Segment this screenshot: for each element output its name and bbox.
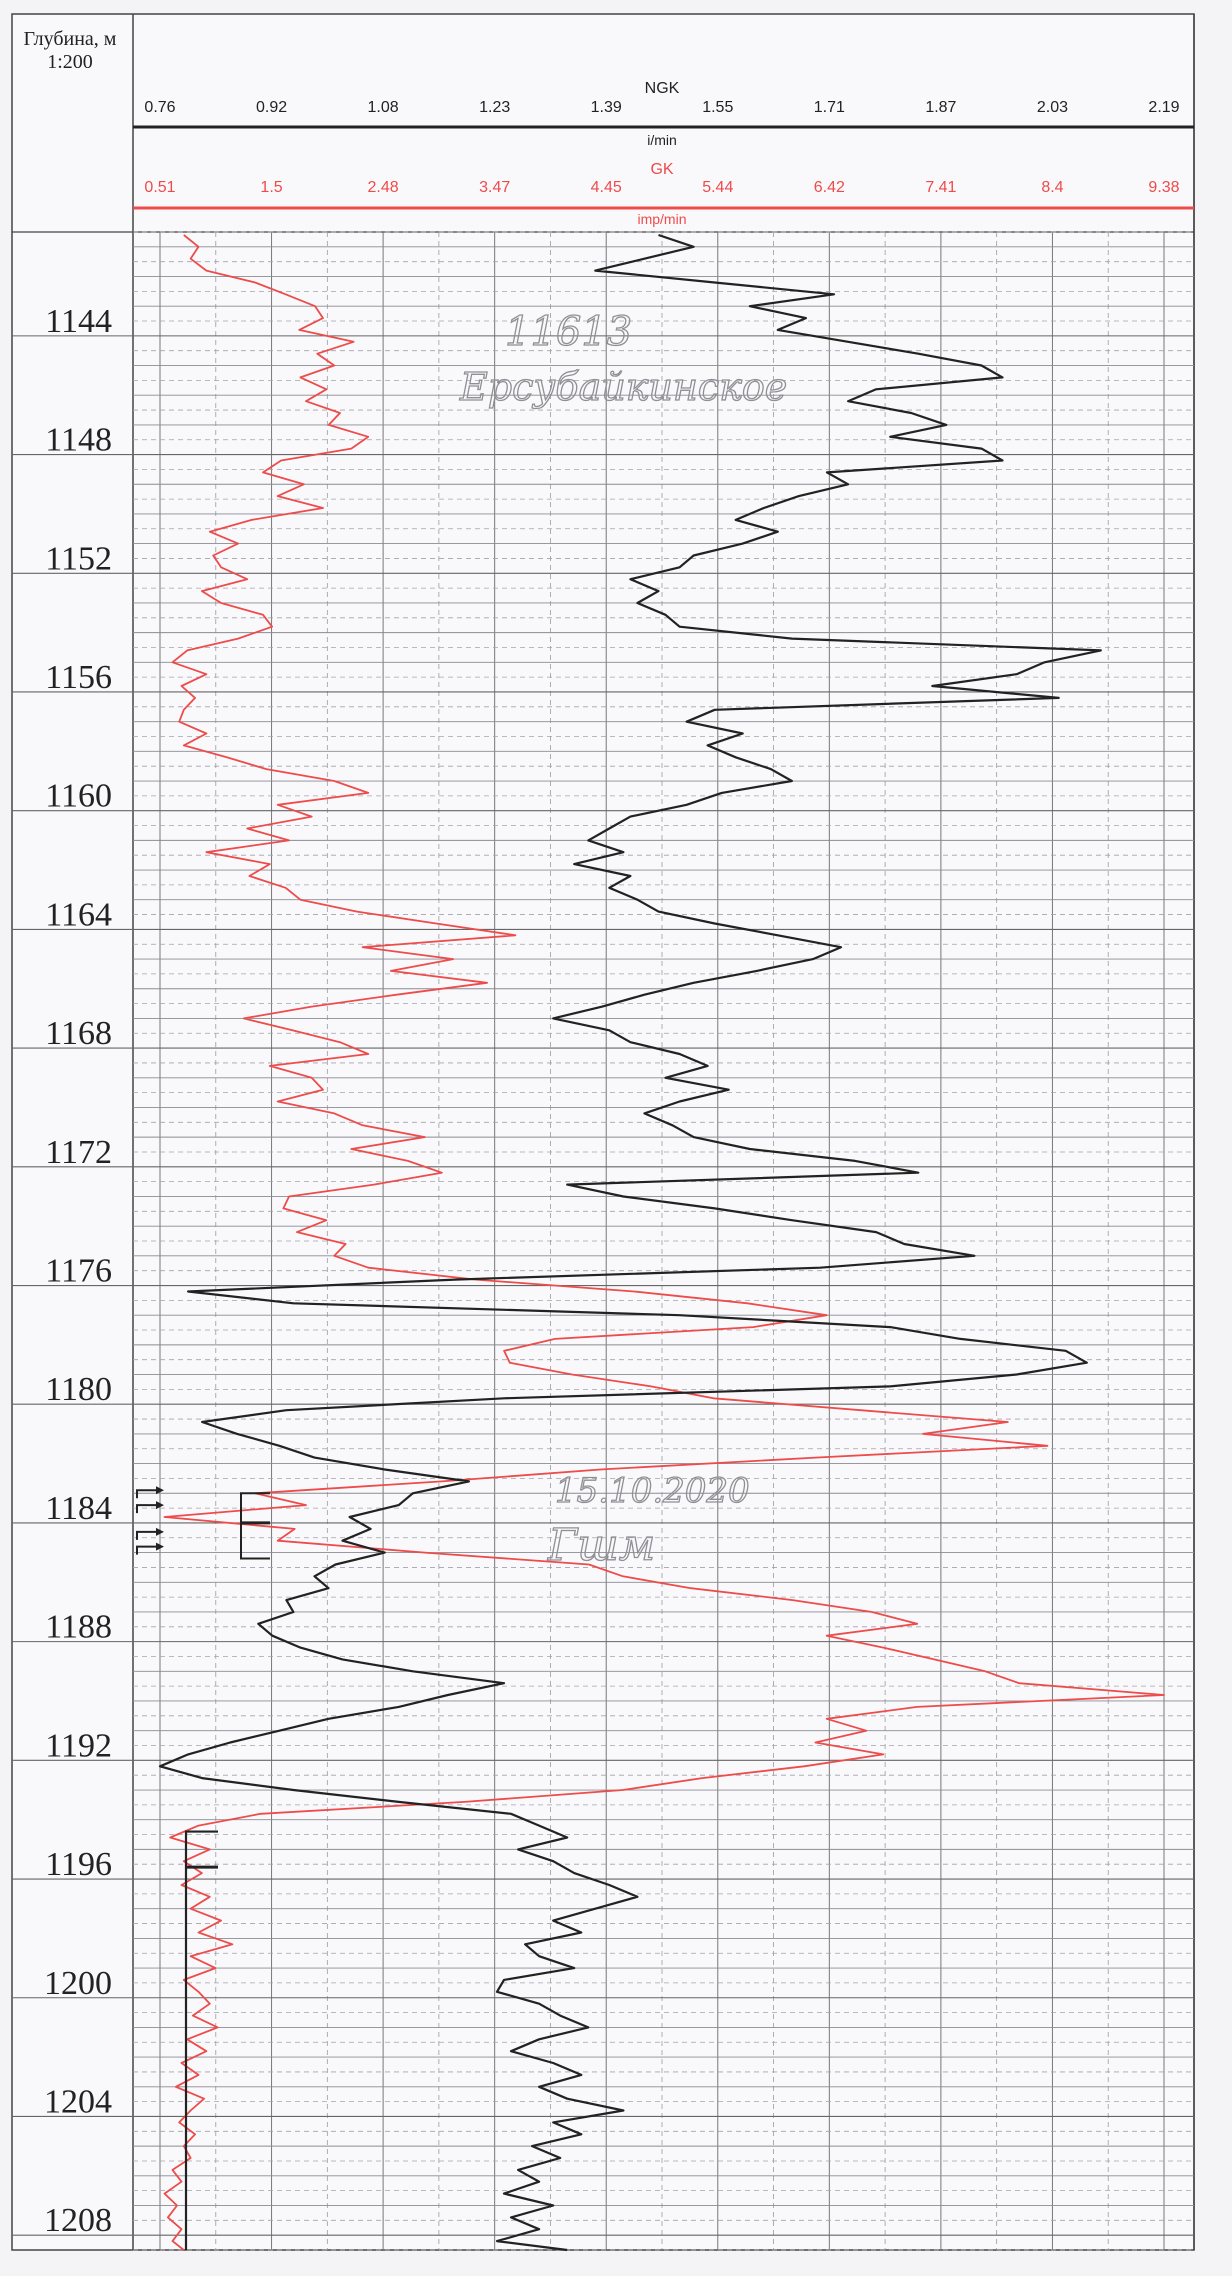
date-annotation: 15.10.2020 — [555, 1471, 750, 1511]
arrow-head — [156, 1486, 164, 1495]
perforation-arrow — [136, 1504, 160, 1514]
depth-label: 1160 — [45, 778, 112, 815]
ngk-track-name: NGK — [645, 80, 680, 97]
gk-tick-label: 6.42 — [814, 179, 845, 196]
gk-tick-label: 2.48 — [368, 179, 399, 196]
gk-curve — [163, 234, 1165, 2251]
depth-label: 1148 — [45, 422, 112, 459]
gk-tick-label: 9.38 — [1148, 179, 1179, 196]
interval-markers — [136, 1486, 270, 2250]
depth-label: 1156 — [45, 659, 112, 696]
ngk-tick-label: 1.39 — [591, 99, 622, 116]
gk-tick-label: 5.44 — [702, 179, 733, 196]
arrow-head — [156, 1542, 164, 1551]
ngk-tick-label: 1.87 — [925, 99, 956, 116]
field-name-annotation: Ерсубайкинское — [459, 365, 787, 409]
ngk-unit: i/min — [647, 132, 677, 148]
ngk-tick-label: 1.08 — [368, 99, 399, 116]
ngk-tick-label: 1.23 — [479, 99, 510, 116]
gk-tick-label: 8.4 — [1041, 179, 1063, 196]
perforation-arrow — [136, 1489, 160, 1499]
arrow-head — [156, 1501, 164, 1510]
casing-line — [184, 1830, 218, 2250]
depth-label: 1164 — [45, 896, 112, 933]
depth-label: 1180 — [45, 1371, 112, 1408]
depth-label: 1144 — [45, 303, 112, 340]
arrow-head — [156, 1527, 164, 1536]
depth-label: 1168 — [45, 1015, 112, 1052]
depth-label: 1200 — [44, 1965, 112, 2002]
ngk-tick-label: 1.55 — [702, 99, 733, 116]
depth-column-title: Глубина, м — [24, 28, 117, 50]
log-curves — [158, 233, 1165, 2252]
gk-tick-label: 4.45 — [591, 179, 622, 196]
depth-labels: 1144 1148 1152 1156 1160 1164 1168 1172 1176 1180… — [44, 303, 112, 2239]
depth-label: 1204 — [44, 2083, 112, 2120]
depth-scale: 1:200 — [47, 51, 93, 73]
depth-label: 1172 — [45, 1134, 112, 1171]
perforation-arrow — [136, 1545, 160, 1555]
gk-unit: imp/min — [637, 211, 686, 227]
gk-tick-label: 7.41 — [925, 179, 956, 196]
depth-label: 1176 — [45, 1253, 112, 1290]
ngk-tick-label: 2.03 — [1037, 99, 1068, 116]
perforation-arrow — [136, 1530, 160, 1540]
gk-tick-label: 3.47 — [479, 179, 510, 196]
log-grid — [12, 231, 1194, 2251]
gk-tick-labels: 0.51 1.5 2.48 3.47 4.45 5.44 6.42 7.41 8.4 9.38 — [144, 179, 1179, 196]
ngk-tick-labels: 0.76 0.92 1.08 1.23 1.39 1.55 1.71 1.87 2.03 2.19 — [144, 99, 1179, 116]
depth-label: 1184 — [45, 1490, 112, 1527]
perforation-bracket — [240, 1492, 270, 1560]
depth-label: 1196 — [45, 1846, 112, 1883]
ngk-curve — [158, 233, 1102, 2252]
ngk-tick-label: 0.92 — [256, 99, 287, 116]
gk-track-name: GK — [650, 161, 673, 178]
depth-label: 1208 — [44, 2202, 112, 2239]
depth-label: 1188 — [45, 1609, 112, 1646]
ngk-tick-label: 2.19 — [1148, 99, 1179, 116]
well-number-annotation: 11613 — [505, 309, 632, 355]
ngk-tick-label: 0.76 — [144, 99, 175, 116]
depth-label: 1192 — [45, 1727, 112, 1764]
ngk-tick-label: 1.71 — [814, 99, 845, 116]
gk-tick-label: 0.51 — [144, 179, 175, 196]
gk-tick-label: 1.5 — [260, 179, 282, 196]
depth-label: 1152 — [45, 540, 112, 577]
